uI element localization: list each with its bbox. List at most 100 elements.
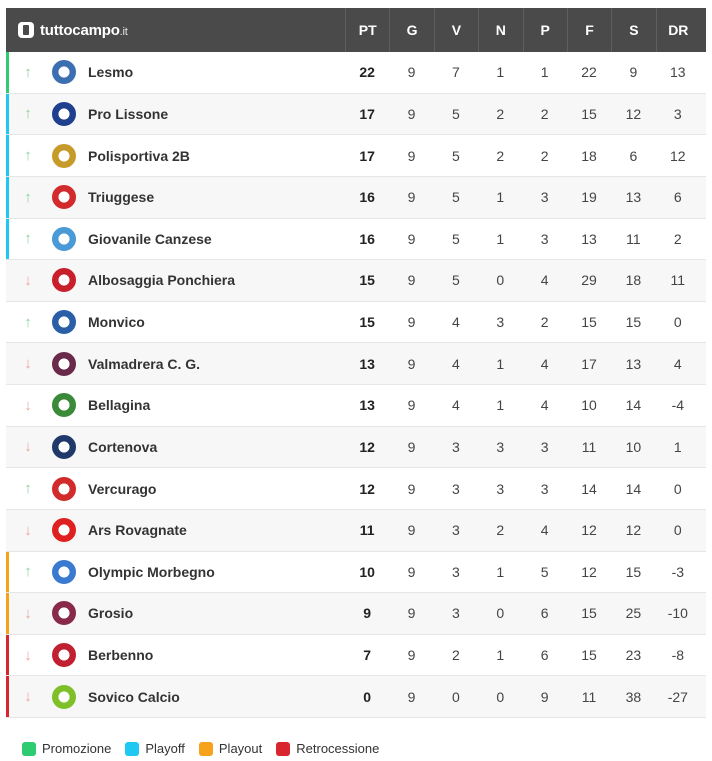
table-row[interactable]: ↓ Valmadrera C. G. 13 9 4 1 4 17 13 4 bbox=[6, 343, 706, 385]
cell-s: 25 bbox=[625, 605, 642, 622]
standings-rows: ↑ Lesmo 22 9 7 1 1 22 9 13 ↑ Pro Lissone 17 9 5 2 2 15 12 3… bbox=[6, 52, 706, 718]
cell-pt: 17 bbox=[359, 105, 375, 122]
column-header-n[interactable]: N bbox=[478, 8, 522, 52]
arrow-up-icon: ↑ bbox=[24, 147, 32, 165]
team-name[interactable]: Giovanile Canzese bbox=[88, 230, 212, 247]
table-row[interactable]: ↓ Sovico Calcio 0 9 0 0 9 11 38 -27 bbox=[6, 676, 706, 718]
zone-stripe-playout bbox=[6, 551, 9, 593]
cell-f: 11 bbox=[581, 438, 597, 455]
cell-g: 9 bbox=[407, 563, 416, 580]
legend-swatch bbox=[198, 741, 213, 756]
arrow-up-icon: ↑ bbox=[24, 313, 32, 331]
column-header-f[interactable]: F bbox=[566, 8, 611, 52]
table-row[interactable]: ↑ Triuggese 16 9 5 1 3 19 13 6 bbox=[6, 176, 706, 219]
cell-dr: 4 bbox=[673, 355, 682, 372]
cell-g: 9 bbox=[407, 272, 416, 289]
cell-pt: 12 bbox=[359, 438, 375, 455]
team-name[interactable]: Ars Rovagnate bbox=[88, 522, 187, 539]
cell-dr: 3 bbox=[673, 105, 682, 122]
cell-f: 11 bbox=[581, 688, 597, 705]
legend-swatch bbox=[276, 741, 291, 756]
team-name[interactable]: Bellagina bbox=[88, 397, 151, 414]
column-header-pt[interactable]: PT bbox=[345, 8, 389, 52]
cell-dr: 2 bbox=[673, 230, 682, 247]
column-header-dr[interactable]: DR bbox=[655, 8, 700, 52]
albosaggia-crest-icon bbox=[50, 266, 78, 294]
team-name[interactable]: Grosio bbox=[88, 605, 134, 622]
standings-table: tuttocampo.it PT G V N P F S DR ↑ Lesmo 22 9 7 1 1 22 9… bbox=[6, 8, 706, 718]
team-name[interactable]: Cortenova bbox=[88, 438, 158, 455]
zone-stripe-playoff bbox=[6, 135, 9, 176]
cell-p: 1 bbox=[540, 64, 549, 81]
team-name[interactable]: Lesmo bbox=[88, 64, 134, 81]
column-header-p[interactable]: P bbox=[522, 8, 567, 52]
cell-n: 0 bbox=[496, 605, 505, 622]
cell-dr: 0 bbox=[673, 522, 682, 539]
cell-s: 12 bbox=[625, 522, 642, 539]
cell-pt: 0 bbox=[363, 688, 372, 705]
cell-v: 4 bbox=[452, 397, 460, 414]
brand-tld: .it bbox=[119, 25, 128, 38]
polisportiva-2b-crest-icon bbox=[50, 142, 78, 170]
cell-pt: 16 bbox=[359, 230, 375, 247]
cell-v: 4 bbox=[452, 355, 460, 372]
cell-p: 2 bbox=[540, 105, 549, 122]
cell-dr: -4 bbox=[671, 397, 685, 414]
cell-v: 3 bbox=[452, 563, 460, 580]
team-name[interactable]: Monvico bbox=[88, 314, 145, 331]
cell-f: 17 bbox=[581, 355, 597, 372]
table-row[interactable]: ↑ Pro Lissone 17 9 5 2 2 15 12 3 bbox=[6, 93, 706, 136]
cell-v: 5 bbox=[452, 105, 460, 122]
team-name[interactable]: Sovico Calcio bbox=[88, 688, 180, 705]
cell-v: 5 bbox=[452, 230, 460, 247]
arrow-down-icon: ↓ bbox=[24, 271, 32, 289]
table-row[interactable]: ↓ Ars Rovagnate 11 9 3 2 4 12 12 0 bbox=[6, 509, 706, 552]
cell-s: 23 bbox=[625, 647, 642, 664]
cell-n: 3 bbox=[496, 314, 505, 331]
cell-n: 1 bbox=[496, 64, 505, 81]
table-row[interactable]: ↑ Polisportiva 2B 17 9 5 2 2 18 6 12 bbox=[6, 135, 706, 177]
team-name[interactable]: Albosaggia Ponchiera bbox=[88, 272, 236, 289]
cell-f: 18 bbox=[581, 147, 597, 164]
table-row[interactable]: ↓ Albosaggia Ponchiera 15 9 5 0 4 29 18 11 bbox=[6, 260, 706, 302]
cell-s: 11 bbox=[626, 230, 641, 247]
team-name[interactable]: Olympic Morbegno bbox=[88, 563, 215, 580]
arrow-down-icon: ↓ bbox=[24, 521, 32, 539]
column-header-s[interactable]: S bbox=[611, 8, 655, 52]
arrow-down-icon: ↓ bbox=[24, 355, 32, 373]
column-header-g[interactable]: G bbox=[389, 8, 433, 52]
cell-v: 0 bbox=[452, 688, 460, 705]
table-row[interactable]: ↓ Grosio 9 9 3 0 6 15 25 -10 bbox=[6, 593, 706, 635]
table-row[interactable]: ↑ Vercurago 12 9 3 3 3 14 14 0 bbox=[6, 468, 706, 510]
cell-g: 9 bbox=[407, 688, 416, 705]
cortenova-crest-icon bbox=[50, 433, 78, 461]
berbenno-crest-icon bbox=[50, 641, 78, 669]
cell-p: 6 bbox=[540, 647, 549, 664]
arrow-up-icon: ↑ bbox=[24, 563, 32, 581]
table-row[interactable]: ↑ Monvico 15 9 4 3 2 15 15 0 bbox=[6, 301, 706, 344]
legend-label: Retrocessione bbox=[296, 741, 380, 756]
legend-item-playoff: Playoff bbox=[125, 741, 185, 756]
cell-f: 29 bbox=[581, 272, 597, 289]
table-row[interactable]: ↓ Cortenova 12 9 3 3 3 11 10 1 bbox=[6, 426, 706, 469]
column-header-v[interactable]: V bbox=[433, 8, 478, 52]
team-name[interactable]: Pro Lissone bbox=[88, 105, 169, 122]
table-row[interactable]: ↑ Olympic Morbegno 10 9 3 1 5 12 15 -3 bbox=[6, 551, 706, 594]
pro-lissone-crest-icon bbox=[50, 100, 78, 128]
team-name[interactable]: Triuggese bbox=[88, 189, 155, 206]
team-name[interactable]: Valmadrera C. G. bbox=[88, 355, 201, 372]
cell-p: 5 bbox=[540, 563, 549, 580]
table-row[interactable]: ↓ Bellagina 13 9 4 1 4 10 14 -4 bbox=[6, 385, 706, 427]
brand-logo[interactable]: tuttocampo.it bbox=[6, 22, 345, 39]
cell-v: 2 bbox=[452, 647, 460, 664]
legend-label: Promozione bbox=[42, 741, 112, 756]
cell-pt: 17 bbox=[359, 147, 375, 164]
table-row[interactable]: ↓ Berbenno 7 9 2 1 6 15 23 -8 bbox=[6, 634, 706, 677]
table-row[interactable]: ↑ Lesmo 22 9 7 1 1 22 9 13 bbox=[6, 52, 706, 94]
team-name[interactable]: Vercurago bbox=[88, 480, 157, 497]
team-name[interactable]: Polisportiva 2B bbox=[88, 147, 190, 164]
table-row[interactable]: ↑ Giovanile Canzese 16 9 5 1 3 13 11 2 bbox=[6, 218, 706, 261]
cell-v: 3 bbox=[452, 438, 460, 455]
cell-p: 9 bbox=[540, 688, 549, 705]
team-name[interactable]: Berbenno bbox=[88, 647, 154, 664]
